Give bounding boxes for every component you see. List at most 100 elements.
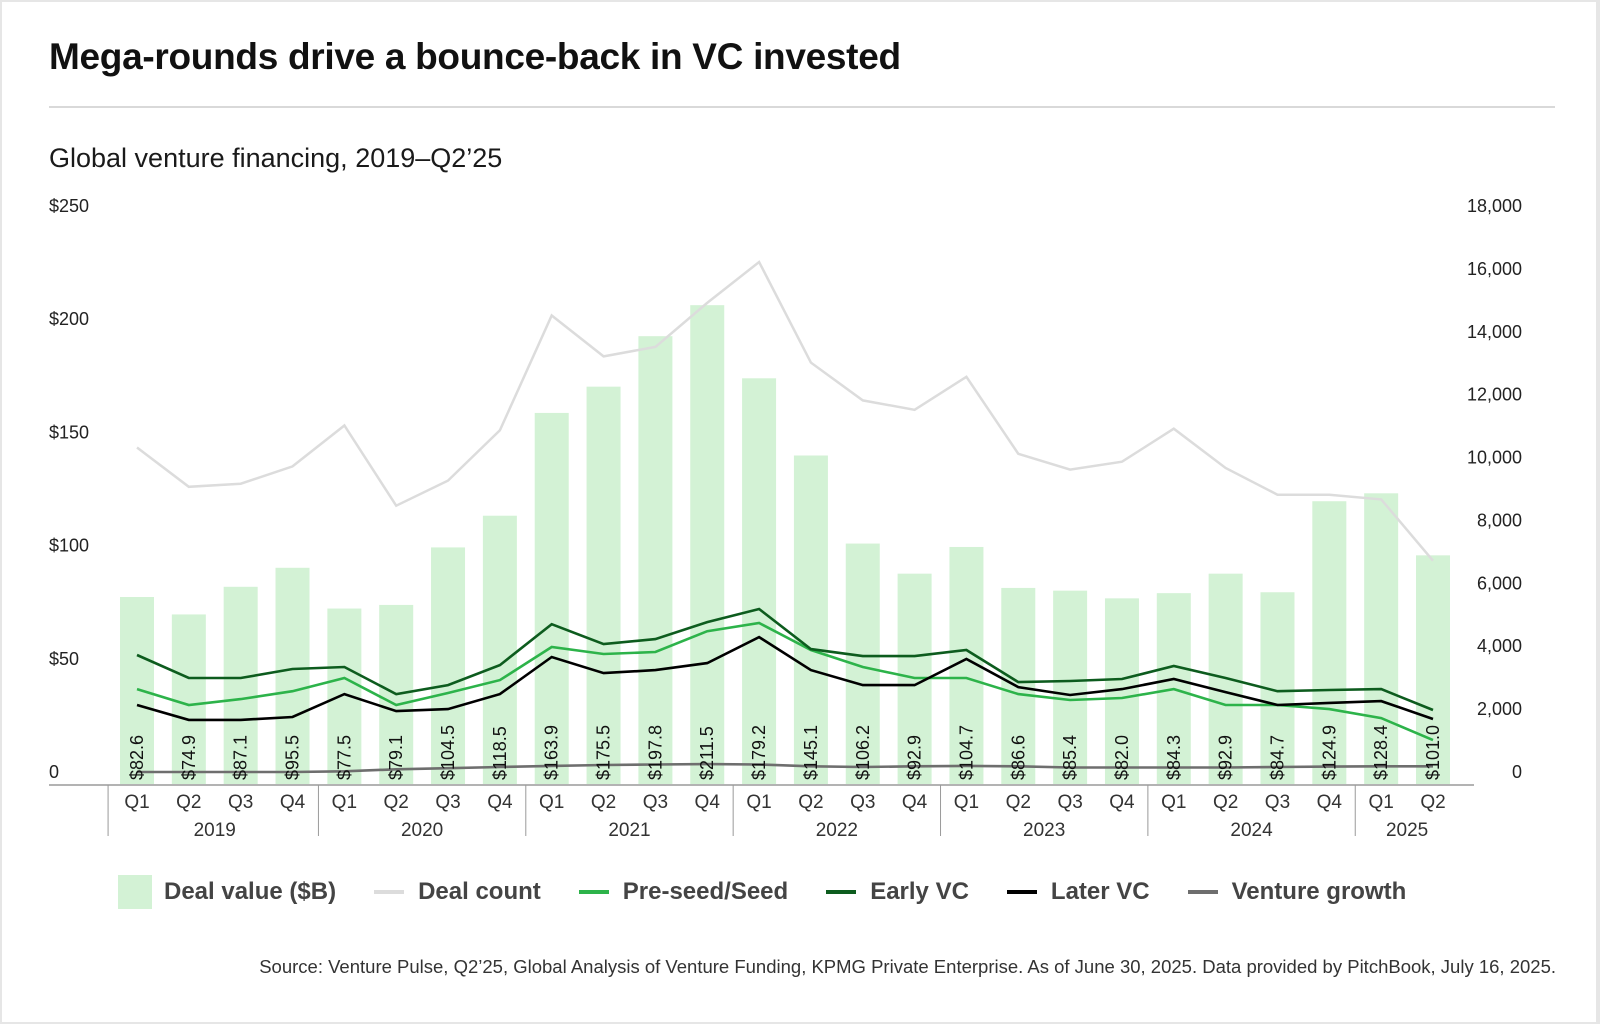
legend-line-swatch	[826, 890, 857, 894]
deal-value-label: $179.2	[749, 725, 769, 780]
legend-bar-swatch	[118, 875, 152, 909]
deal-value-label: $82.6	[127, 735, 147, 780]
right-axis-tick-label: 12,000	[1467, 385, 1522, 405]
legend-line-swatch	[578, 890, 609, 894]
right-axis-tick-label: 4,000	[1477, 636, 1522, 656]
deal-value-bar	[1312, 501, 1347, 784]
left-axis-tick-label: $100	[49, 536, 89, 556]
deal-value-label: $104.5	[438, 725, 458, 780]
deal-value-label: $101.0	[1423, 725, 1443, 780]
deal-value-bar	[275, 567, 310, 784]
quarter-label: Q3	[435, 792, 460, 813]
deal-value-label: $85.4	[1060, 735, 1080, 780]
quarter-label: Q1	[954, 792, 979, 813]
quarter-label: Q4	[1317, 792, 1343, 813]
quarter-label: Q2	[1213, 792, 1238, 813]
legend-label: Venture growth	[1231, 878, 1407, 905]
year-label: 2020	[401, 820, 443, 841]
left-axis-tick-label: $150	[49, 422, 89, 442]
deal-value-bar	[482, 515, 517, 784]
deal-value-bar	[223, 586, 258, 784]
left-axis-tick-label: 0	[49, 762, 59, 782]
right-axis-tick-label: 18,000	[1467, 196, 1522, 216]
chart-subtitle: Global venture financing, 2019–Q2’25	[49, 143, 503, 173]
deal-value-label: $86.6	[1008, 735, 1028, 780]
legend-label: Pre-seed/Seed	[622, 878, 789, 905]
deal-value-label: $104.7	[956, 725, 976, 780]
deal-value-label: $124.9	[1319, 725, 1339, 780]
venture-growth-line	[137, 762, 1433, 774]
deal-value-label: $84.3	[1164, 735, 1184, 780]
left-axis-tick-label: $50	[49, 649, 79, 669]
right-axis-tick-label: 0	[1512, 762, 1522, 782]
legend-label: Deal value ($B)	[164, 878, 337, 905]
deal-value-label: $118.5	[490, 726, 510, 780]
right-axis-tick-label: 8,000	[1477, 510, 1522, 530]
quarter-label: Q1	[124, 792, 149, 813]
legend-line-swatch	[1187, 890, 1218, 894]
deal-value-bar	[586, 386, 621, 784]
quarter-label: Q4	[487, 792, 513, 813]
right-axis-tick-label: 10,000	[1467, 448, 1522, 468]
chart-title: Mega-rounds drive a bounce-back in VC in…	[49, 36, 901, 77]
deal-value-label: $163.9	[542, 725, 562, 780]
quarter-label: Q3	[1265, 792, 1290, 813]
year-label: 2019	[194, 820, 236, 841]
deal-value-label: $92.9	[1216, 735, 1236, 780]
deal-value-label: $84.7	[1267, 735, 1287, 780]
legend-line-swatch	[374, 890, 405, 894]
pre-seed-seed-line	[136, 621, 1434, 742]
year-label: 2021	[608, 820, 650, 841]
quarter-label: Q1	[539, 792, 564, 813]
right-axis-tick-label: 16,000	[1467, 259, 1522, 279]
quarter-label: Q2	[1006, 792, 1031, 813]
deal-value-label: $82.0	[1112, 735, 1132, 780]
deal-value-label: $95.5	[283, 735, 303, 780]
legend-label: Deal count	[418, 878, 541, 905]
quarter-label: Q2	[176, 792, 201, 813]
quarter-label: Q1	[746, 792, 771, 813]
deal-value-label: $74.9	[179, 735, 199, 780]
deal-value-label: $92.9	[905, 735, 925, 780]
year-label: 2025	[1386, 820, 1428, 841]
legend-item: Early VC	[826, 878, 969, 906]
deal-value-bar	[1416, 555, 1450, 784]
title-divider	[49, 106, 1555, 108]
quarter-label: Q3	[643, 792, 668, 813]
quarter-label: Q2	[591, 792, 616, 813]
later-vc-line	[136, 635, 1434, 722]
quarter-label: Q4	[280, 792, 306, 813]
quarter-label: Q1	[1368, 792, 1393, 813]
deal-value-bar	[793, 455, 828, 784]
legend-item: Later VC	[1006, 878, 1150, 906]
quarter-label: Q2	[1420, 792, 1445, 813]
legend-item: Pre-seed/Seed	[578, 878, 789, 906]
deal-value-label: $145.1	[801, 725, 821, 780]
quarter-label: Q3	[228, 792, 253, 813]
deal-value-bar	[431, 547, 466, 784]
quarter-label: Q2	[798, 792, 823, 813]
deal-value-label: $128.4	[1371, 725, 1391, 780]
quarter-label: Q2	[384, 792, 409, 813]
legend-item: Deal value ($B)	[118, 875, 336, 909]
deal-value-bar	[1364, 493, 1399, 784]
chart-legend: Deal value ($B) Deal count Pre-seed/Seed Ea…	[118, 874, 1444, 910]
deal-value-label: $197.8	[645, 725, 665, 780]
deal-value-bar	[742, 378, 777, 784]
right-axis-tick-label: 6,000	[1477, 573, 1522, 593]
legend-item: Deal count	[374, 878, 541, 906]
deal-value-label: $77.5	[334, 735, 354, 780]
deal-value-label: $106.2	[853, 725, 873, 780]
deal-count-line	[136, 260, 1434, 562]
deal-value-label: $79.1	[386, 735, 406, 780]
legend-line-swatch	[1006, 890, 1037, 894]
quarter-label: Q4	[902, 792, 928, 813]
year-label: 2022	[816, 820, 858, 841]
left-axis-tick-label: $200	[49, 309, 89, 329]
quarter-label: Q1	[332, 792, 357, 813]
source-note: Source: Venture Pulse, Q2’25, Global Ana…	[259, 956, 1556, 977]
deal-value-bar	[638, 336, 673, 784]
quarter-label: Q3	[1057, 792, 1082, 813]
deal-value-label: $87.1	[231, 735, 251, 780]
